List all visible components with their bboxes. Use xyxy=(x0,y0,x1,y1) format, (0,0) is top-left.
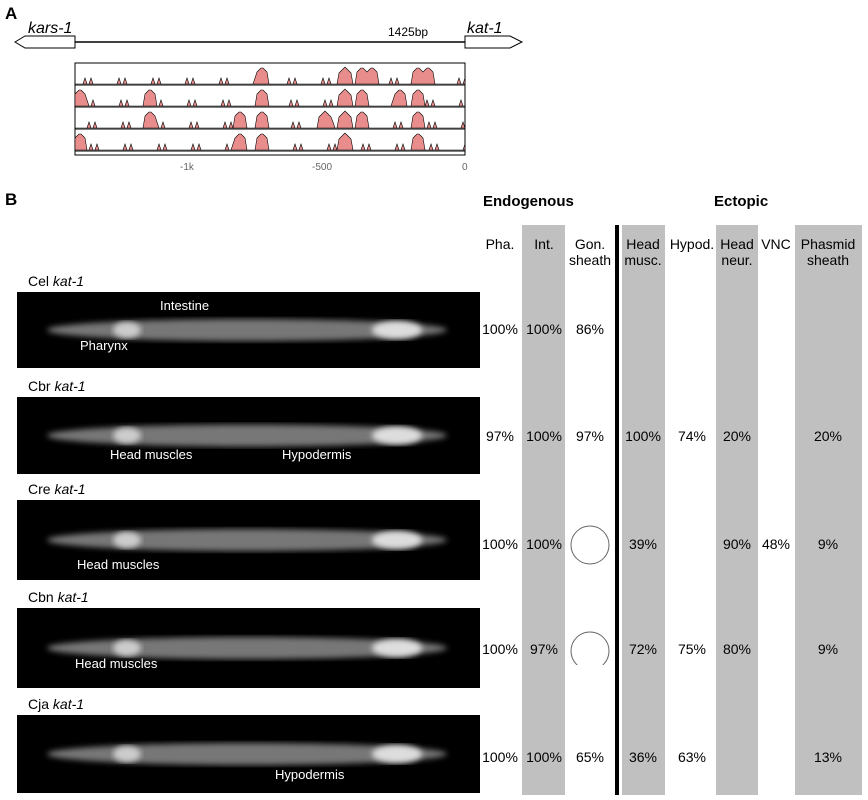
cell-value: 9% xyxy=(817,641,839,657)
cell-value: 36% xyxy=(628,749,658,765)
column-header: Pha. xyxy=(485,236,515,252)
cell-value: 9% xyxy=(817,536,839,552)
annotation: Intestine xyxy=(160,298,210,313)
column-header: VNC xyxy=(761,236,791,252)
cell-value: 97% xyxy=(485,428,515,444)
worm xyxy=(47,743,447,765)
micrograph xyxy=(17,500,480,580)
gene: kat-1 xyxy=(57,589,89,605)
column-header: Head musc. xyxy=(624,236,662,268)
micrograph xyxy=(17,397,480,474)
column-header: Hypod. xyxy=(669,236,715,252)
cell-value: 20% xyxy=(813,428,843,444)
annotation: Head muscles xyxy=(77,557,160,572)
group-header: Endogenous xyxy=(483,193,574,210)
gene-label: kat-1 xyxy=(467,20,503,37)
circles xyxy=(570,525,610,665)
micrograph xyxy=(17,715,480,793)
cell-value: 100% xyxy=(526,428,562,444)
cell-value: 65% xyxy=(575,749,605,765)
species-label: Cel kat-1 xyxy=(28,273,84,289)
annotation: Head muscles xyxy=(75,656,158,671)
cell-value: 86% xyxy=(575,321,605,337)
gene: kat-1 xyxy=(52,696,85,712)
species: Cbn xyxy=(28,589,58,605)
axis-tick-label: -500 xyxy=(312,162,333,173)
species: Cja xyxy=(28,696,53,712)
column-shade xyxy=(716,225,758,795)
cell-value: 97% xyxy=(529,641,559,657)
column-shade xyxy=(522,225,565,795)
cell-value: 100% xyxy=(625,428,661,444)
cell-value: 100% xyxy=(482,536,518,552)
column-header: Gon. sheath xyxy=(568,236,612,268)
axis-tick-label: -1k xyxy=(180,162,194,173)
cell-value: 100% xyxy=(526,749,562,765)
annotation: Hypodermis xyxy=(282,447,352,462)
column-shade xyxy=(795,225,862,795)
annotation: Head muscles xyxy=(110,447,193,462)
column-header: Int. xyxy=(534,236,554,252)
cell-value: 39% xyxy=(628,536,658,552)
gene: kat-1 xyxy=(54,481,86,497)
species: Cre xyxy=(28,481,55,497)
cell-value: 97% xyxy=(575,428,605,444)
cell-value: 63% xyxy=(677,749,707,765)
cell-value: 80% xyxy=(722,641,752,657)
annotation: Pharynx xyxy=(80,338,128,353)
cell-value: 100% xyxy=(482,749,518,765)
cell-value: 13% xyxy=(813,749,843,765)
gene-label: kars-1 xyxy=(28,20,73,37)
panel-label: B xyxy=(5,190,18,209)
worm xyxy=(47,319,447,341)
cell-value: 20% xyxy=(722,428,752,444)
distance-label: 1425bp xyxy=(388,25,429,39)
column-shade xyxy=(622,225,665,795)
cell-value: 74% xyxy=(677,428,707,444)
cell-value: 48% xyxy=(761,536,791,552)
cell-value: 100% xyxy=(482,641,518,657)
column-header: Head neur. xyxy=(720,236,754,268)
species: Cel xyxy=(28,273,53,289)
cell-value: 90% xyxy=(722,536,752,552)
micrograph xyxy=(17,292,480,368)
group-header: Ectopic xyxy=(714,193,769,210)
gene-diagram xyxy=(14,35,524,156)
species-label: Cbr kat-1 xyxy=(28,378,86,394)
annotation: Hypodermis xyxy=(275,767,345,782)
cell-value: 72% xyxy=(628,641,658,657)
worm xyxy=(47,637,447,659)
worm xyxy=(47,424,447,447)
species-label: Cbn kat-1 xyxy=(28,589,89,605)
cell-value: 100% xyxy=(526,321,562,337)
micrograph xyxy=(17,608,480,688)
species-label: Cre kat-1 xyxy=(28,481,86,497)
gene: kat-1 xyxy=(54,378,86,394)
cell-value: 100% xyxy=(482,321,518,337)
species-label: Cja kat-1 xyxy=(28,696,84,712)
cell-value: 100% xyxy=(526,536,562,552)
gene: kat-1 xyxy=(52,273,85,289)
cell-value: 75% xyxy=(677,641,707,657)
species: Cbr xyxy=(28,378,55,394)
panel-label: A xyxy=(5,4,18,23)
worm xyxy=(47,529,447,551)
axis-tick-label: 0 xyxy=(462,162,468,173)
divider xyxy=(615,225,619,795)
column-header: Phasmid sheath xyxy=(800,236,856,268)
